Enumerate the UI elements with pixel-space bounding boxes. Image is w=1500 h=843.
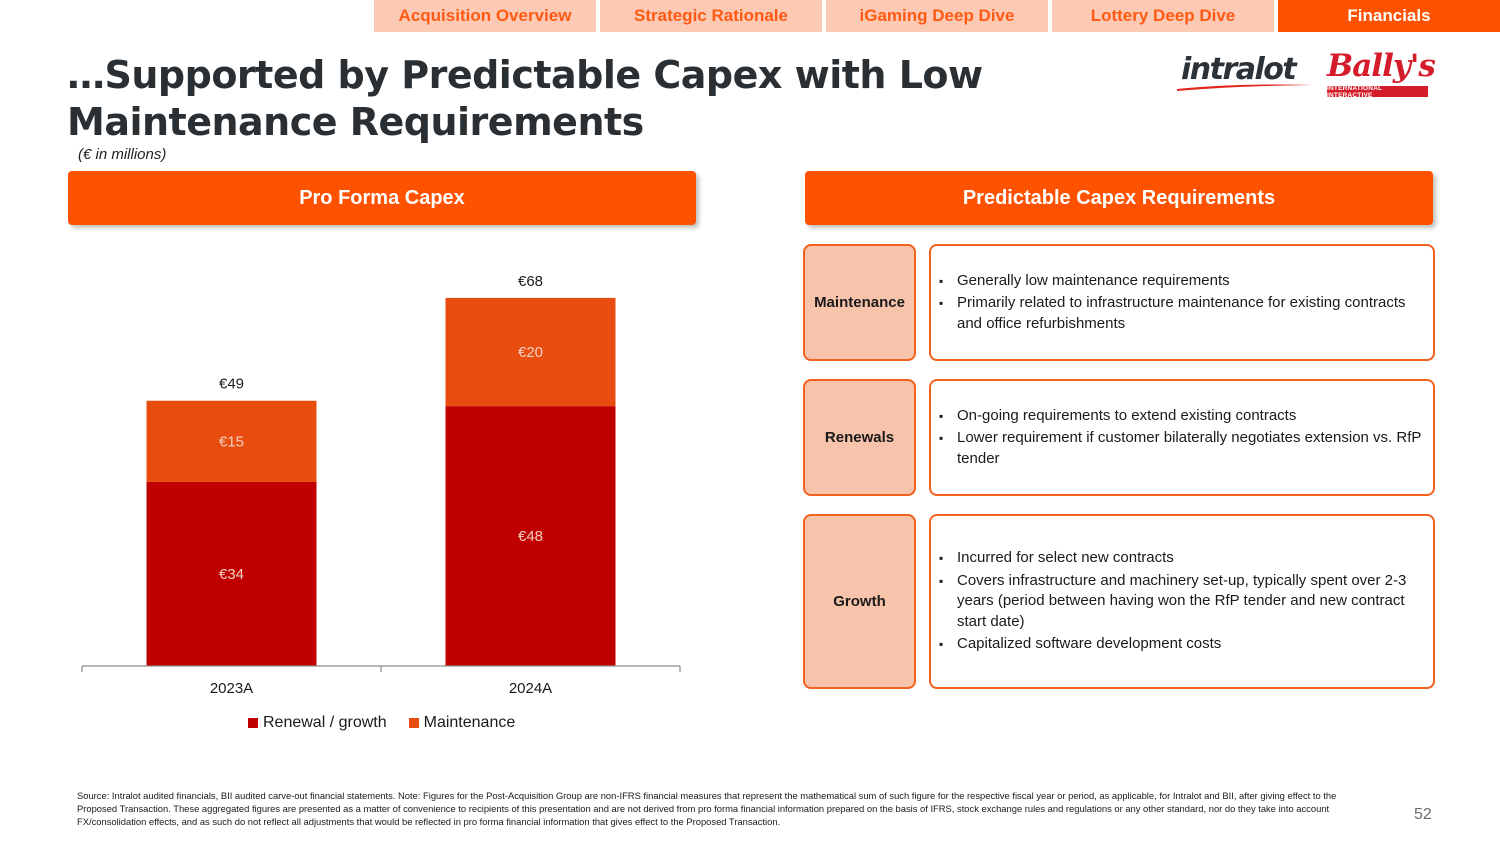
total-label-2024A: €68 [518,273,543,290]
bullet-list-renewals: On-going requirements to extend existing… [937,404,1425,472]
list-item: Covers infrastructure and machinery set-… [937,571,1425,633]
page-number: 52 [1414,806,1432,823]
source-footnote: Source: Intralot audited financials, BII… [77,790,1337,828]
bar-maintenance-2024A [445,297,616,407]
capex-stacked-bar-chart: €34 €15 €49 2023A €48 €20 €68 2024A [81,273,681,697]
list-item: Lower requirement if customer bilaterall… [937,428,1425,469]
legend-swatch-maintenance [408,718,419,728]
predictable-capex-header: Predictable Capex Requirements [805,171,1433,225]
ballys-logo: Bally's INTERNATIONAL INTERACTIVE [1325,48,1436,100]
legend-swatch-renewal-growth [248,718,258,728]
legend-label-renewal-growth: Renewal / growth [263,714,387,731]
legend-label-maintenance: Maintenance [423,714,516,731]
row-box-maintenance: Generally low maintenance requirements P… [929,244,1435,361]
legend-item-renewal-growth: Renewal / growth [248,714,387,732]
bar-renewal-growth-2023A [146,481,317,666]
row-label-growth: Growth [803,514,916,689]
list-item: Primarily related to infrastructure main… [937,293,1425,334]
tab-lottery-deep-dive[interactable]: Lottery Deep Dive [1052,0,1274,32]
row-label-renewals: Renewals [803,379,916,496]
ballys-logo-text: Bally's [1327,48,1436,84]
row-box-growth: Incurred for select new contracts Covers… [929,514,1435,689]
tab-financials[interactable]: Financials [1278,0,1500,32]
ballys-logo-subtitle: INTERNATIONAL INTERACTIVE [1327,85,1428,99]
bullet-list-growth: Incurred for select new contracts Covers… [937,546,1425,657]
chart-legend: Renewal / growth Maintenance [248,714,515,732]
list-item: On-going requirements to extend existing… [937,406,1425,427]
tab-igaming-deep-dive[interactable]: iGaming Deep Dive [826,0,1048,32]
intralot-swoosh-icon [1177,84,1313,91]
legend-item-maintenance: Maintenance [408,714,516,732]
top-nav: Acquisition Overview Strategic Rationale… [374,0,1500,32]
total-label-2023A: €49 [219,376,244,393]
row-box-renewals: On-going requirements to extend existing… [929,379,1435,496]
list-item: Capitalized software development costs [937,634,1425,655]
list-item: Incurred for select new contracts [937,548,1425,569]
data-label-maintenance-2024A: €20 [518,344,543,361]
data-label-renewal-growth-2024A: €48 [518,528,543,545]
intralot-logo-text: intralot [1181,52,1297,87]
page-title: …Supported by Predictable Capex with Low… [67,53,983,144]
intralot-logo: intralot [1175,52,1315,96]
tab-acquisition-overview[interactable]: Acquisition Overview [374,0,596,32]
pro-forma-capex-header: Pro Forma Capex [68,171,696,225]
row-label-maintenance: Maintenance [803,244,916,361]
bar-maintenance-2023A [146,400,317,482]
tab-strategic-rationale[interactable]: Strategic Rationale [600,0,822,32]
x-tick-label-2024A: 2024A [509,680,552,697]
data-label-maintenance-2023A: €15 [219,433,244,450]
data-label-renewal-growth-2023A: €34 [219,566,244,583]
bullet-list-maintenance: Generally low maintenance requirements P… [937,269,1425,337]
x-tick-label-2023A: 2023A [210,680,253,697]
bar-renewal-growth-2024A [445,406,616,666]
units-note: (€ in millions) [78,146,167,163]
list-item: Generally low maintenance requirements [937,271,1425,292]
